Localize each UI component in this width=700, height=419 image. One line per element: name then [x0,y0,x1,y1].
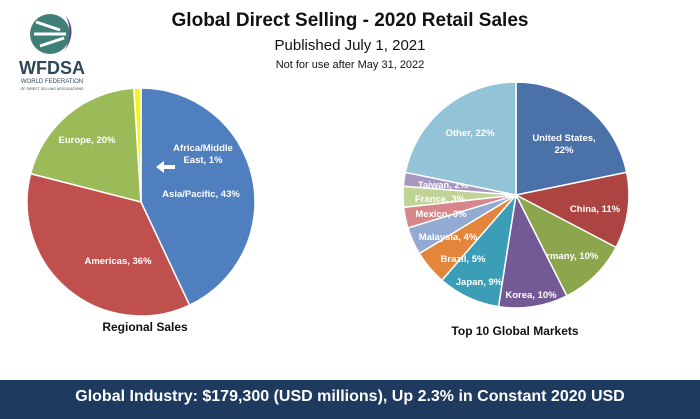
slice-label: Mexico, 3% [415,209,467,220]
logo-line2: OF DIRECT SELLING ASSOCIATIONS [21,87,85,91]
pie-slice [26,172,191,317]
pie-slice [515,81,628,196]
arrow-left-icon [156,161,175,173]
pie-slice [29,87,142,203]
top-markets-caption: Top 10 Global Markets [451,324,579,338]
page-title: Global Direct Selling - 2020 Retail Sale… [171,10,529,31]
logo-line1: WORLD FEDERATION [21,79,83,85]
slice-label: Asia/Pacific, 43% [162,189,240,200]
slice-label: Malaysia, 4% [419,232,478,243]
usage-note: Not for use after May 31, 2022 [275,59,425,71]
page-subtitle: Published July 1, 2021 [274,37,426,54]
slice-label: France, 3% [415,194,466,205]
pie-slice [140,87,256,307]
slice-label: Taiwan, 2% [418,180,469,191]
slice-label: Other, 22% [445,128,495,139]
slice-label: Americas, 36% [84,256,152,267]
slice-label: Japan, 9% [456,277,503,288]
wfdsa-logo: WFDSA WORLD FEDERATION OF DIRECT SELLING… [19,14,85,91]
summary-banner-text: Global Industry: $179,300 (USD millions)… [75,388,625,405]
regional-sales-pie: Asia/Pacific, 43% Americas, 36% Europe, 20… [26,81,630,317]
slice-label: Korea, 10% [505,290,557,301]
slice-label: United States, 22% [532,133,595,156]
slice-label: Europe, 20% [58,135,116,146]
slice-label: Germany, 10% [534,251,599,262]
slice-label: Africa/Middle East, 1% [173,143,233,166]
slice-label: Brazil, 5% [441,254,486,265]
pie-slice [513,171,630,249]
summary-banner: Global Industry: $179,300 (USD millions)… [0,380,700,419]
logo-acronym: WFDSA [19,58,85,78]
pie-slice [133,87,142,203]
regional-sales-caption: Regional Sales [102,320,188,334]
pie-slice [404,81,517,196]
swoosh-icon [64,16,72,52]
slice-label: China, 11% [570,204,621,215]
